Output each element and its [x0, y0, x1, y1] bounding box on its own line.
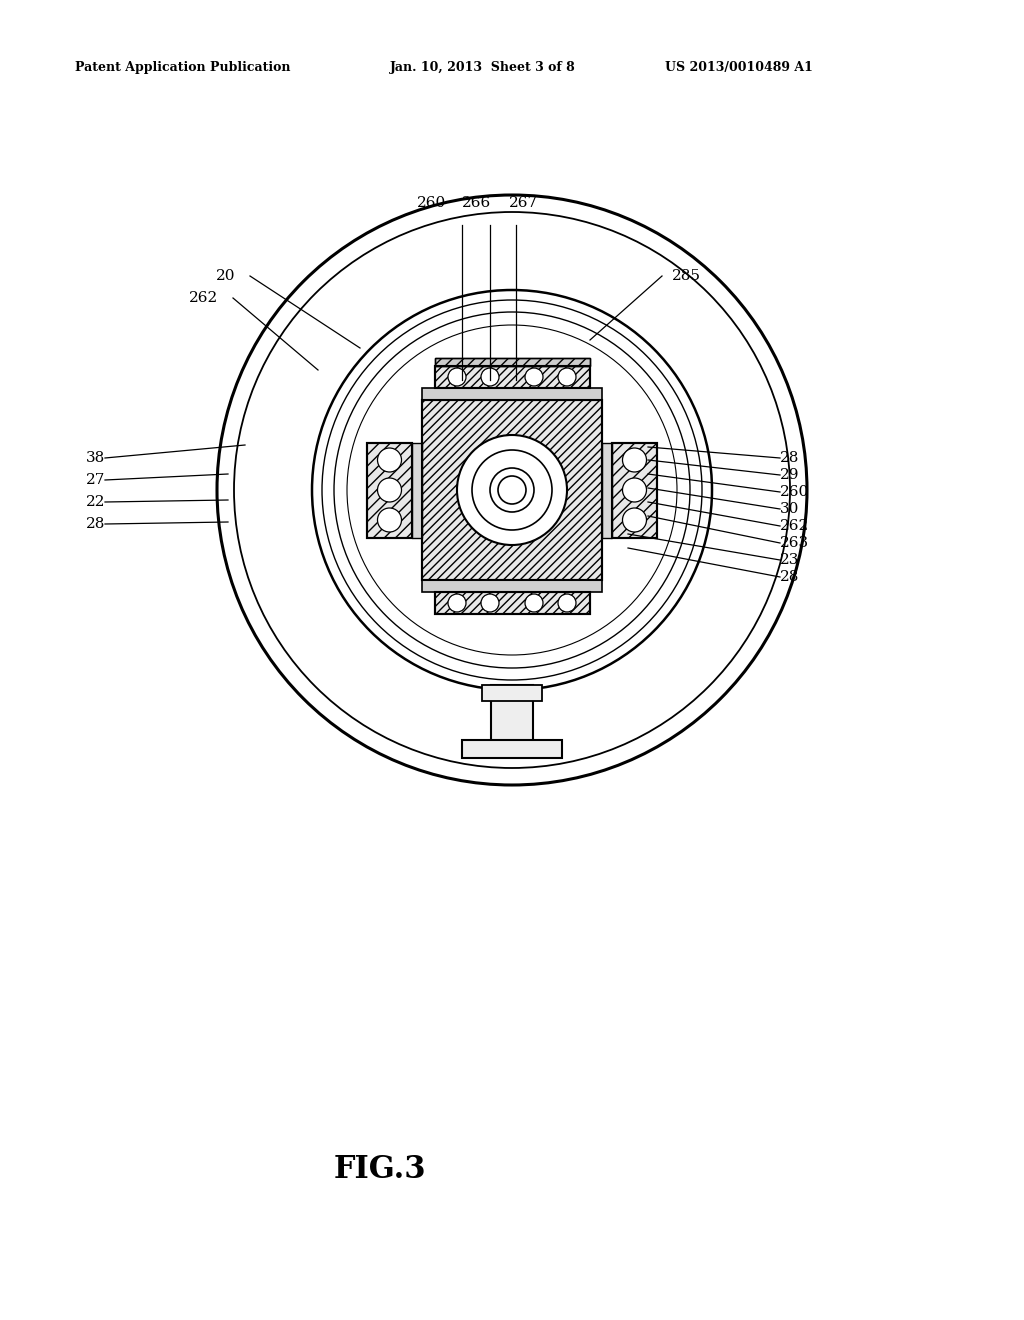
Bar — [434, 366, 590, 388]
Text: 28: 28 — [780, 570, 800, 583]
Bar — [412, 442, 422, 537]
Text: 267: 267 — [509, 195, 539, 210]
Text: Jan. 10, 2013  Sheet 3 of 8: Jan. 10, 2013 Sheet 3 of 8 — [390, 62, 575, 74]
Circle shape — [481, 368, 499, 385]
Text: 266: 266 — [463, 195, 492, 210]
Circle shape — [498, 477, 526, 504]
Text: 28: 28 — [86, 517, 105, 531]
Bar — [602, 442, 612, 537]
Bar — [434, 591, 590, 614]
Circle shape — [234, 213, 790, 768]
Bar — [612, 442, 657, 537]
Bar — [462, 741, 562, 758]
Circle shape — [378, 447, 401, 473]
Circle shape — [623, 508, 646, 532]
Bar — [422, 579, 602, 591]
Bar — [422, 400, 602, 579]
Text: 28: 28 — [780, 451, 800, 465]
Circle shape — [623, 478, 646, 502]
Bar — [490, 685, 534, 744]
Circle shape — [472, 450, 552, 531]
Circle shape — [312, 290, 712, 690]
Circle shape — [481, 594, 499, 612]
Circle shape — [558, 594, 575, 612]
Text: FIG.3: FIG.3 — [334, 1155, 426, 1185]
Circle shape — [449, 368, 466, 385]
Circle shape — [347, 325, 677, 655]
Bar — [422, 400, 602, 579]
Text: Patent Application Publication: Patent Application Publication — [75, 62, 291, 74]
Circle shape — [378, 508, 401, 532]
Text: 260: 260 — [780, 484, 809, 499]
Circle shape — [334, 312, 690, 668]
Circle shape — [449, 594, 466, 612]
Text: 260: 260 — [418, 195, 446, 210]
Text: 27: 27 — [86, 473, 105, 487]
Text: 29: 29 — [780, 469, 800, 482]
Circle shape — [378, 478, 401, 502]
Circle shape — [457, 436, 567, 545]
Circle shape — [525, 594, 543, 612]
Bar — [482, 685, 542, 701]
Bar — [612, 442, 657, 537]
Circle shape — [623, 447, 646, 473]
Bar — [434, 358, 590, 366]
Text: 262: 262 — [780, 519, 809, 533]
Circle shape — [558, 368, 575, 385]
Text: 38: 38 — [86, 451, 105, 465]
Bar — [434, 591, 590, 614]
Text: 22: 22 — [85, 495, 105, 510]
Text: 30: 30 — [780, 502, 800, 516]
Bar — [434, 358, 590, 366]
Text: 23: 23 — [780, 553, 800, 568]
Circle shape — [322, 300, 702, 680]
Circle shape — [490, 469, 534, 512]
Text: 263: 263 — [780, 536, 809, 550]
Bar — [367, 442, 412, 537]
Bar — [422, 388, 602, 400]
Bar — [434, 366, 590, 388]
Text: 285: 285 — [672, 269, 701, 282]
Text: US 2013/0010489 A1: US 2013/0010489 A1 — [665, 62, 813, 74]
Bar — [367, 442, 412, 537]
Text: 262: 262 — [188, 290, 218, 305]
Circle shape — [217, 195, 807, 785]
Text: 20: 20 — [215, 269, 234, 282]
Circle shape — [525, 368, 543, 385]
